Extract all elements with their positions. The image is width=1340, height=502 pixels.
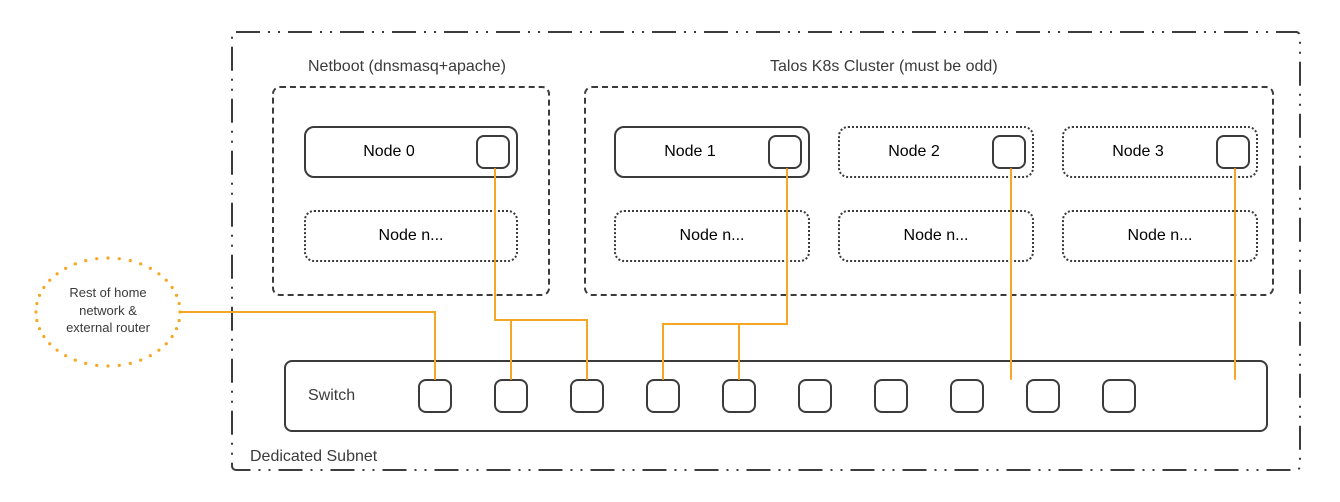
node-2-port — [992, 135, 1026, 169]
netboot-group — [272, 86, 550, 296]
node-n1-label: Node n... — [680, 227, 745, 245]
home-line-3: external router — [46, 319, 170, 337]
node-3-port — [1216, 135, 1250, 169]
home-line-2: network & — [46, 302, 170, 320]
node-2: Node 2 — [838, 126, 1034, 178]
switch-port-1 — [418, 379, 452, 413]
node-0n: Node n... — [304, 210, 518, 262]
switch-port-5 — [722, 379, 756, 413]
node-3: Node 3 — [1062, 126, 1258, 178]
node-n2: Node n... — [838, 210, 1034, 262]
home-cloud-label: Rest of home network & external router — [46, 284, 170, 337]
node-1-label: Node 1 — [664, 143, 716, 161]
node-1-port — [768, 135, 802, 169]
node-0-label: Node 0 — [363, 143, 415, 161]
node-n3: Node n... — [1062, 210, 1258, 262]
node-1: Node 1 — [614, 126, 810, 178]
switch-port-6 — [798, 379, 832, 413]
node-0-port — [476, 135, 510, 169]
node-0: Node 0 — [304, 126, 518, 178]
switch-label: Switch — [308, 387, 355, 405]
switch-port-10 — [1102, 379, 1136, 413]
dedicated-subnet-label: Dedicated Subnet — [246, 448, 381, 466]
switch-port-4 — [646, 379, 680, 413]
node-3-label: Node 3 — [1112, 143, 1164, 161]
node-0n-label: Node n... — [379, 227, 444, 245]
node-n1: Node n... — [614, 210, 810, 262]
talos-group — [584, 86, 1274, 296]
node-2-label: Node 2 — [888, 143, 940, 161]
talos-title: Talos K8s Cluster (must be odd) — [770, 58, 998, 76]
home-line-1: Rest of home — [46, 284, 170, 302]
switch-port-8 — [950, 379, 984, 413]
node-n2-label: Node n... — [904, 227, 969, 245]
switch-port-7 — [874, 379, 908, 413]
node-n3-label: Node n... — [1128, 227, 1193, 245]
diagram-stage: { "colors": { "ink": "#3b3b3b", "wire": … — [0, 0, 1340, 502]
switch-port-9 — [1026, 379, 1060, 413]
switch-port-3 — [570, 379, 604, 413]
switch-port-2 — [494, 379, 528, 413]
netboot-title: Netboot (dnsmasq+apache) — [308, 58, 506, 76]
